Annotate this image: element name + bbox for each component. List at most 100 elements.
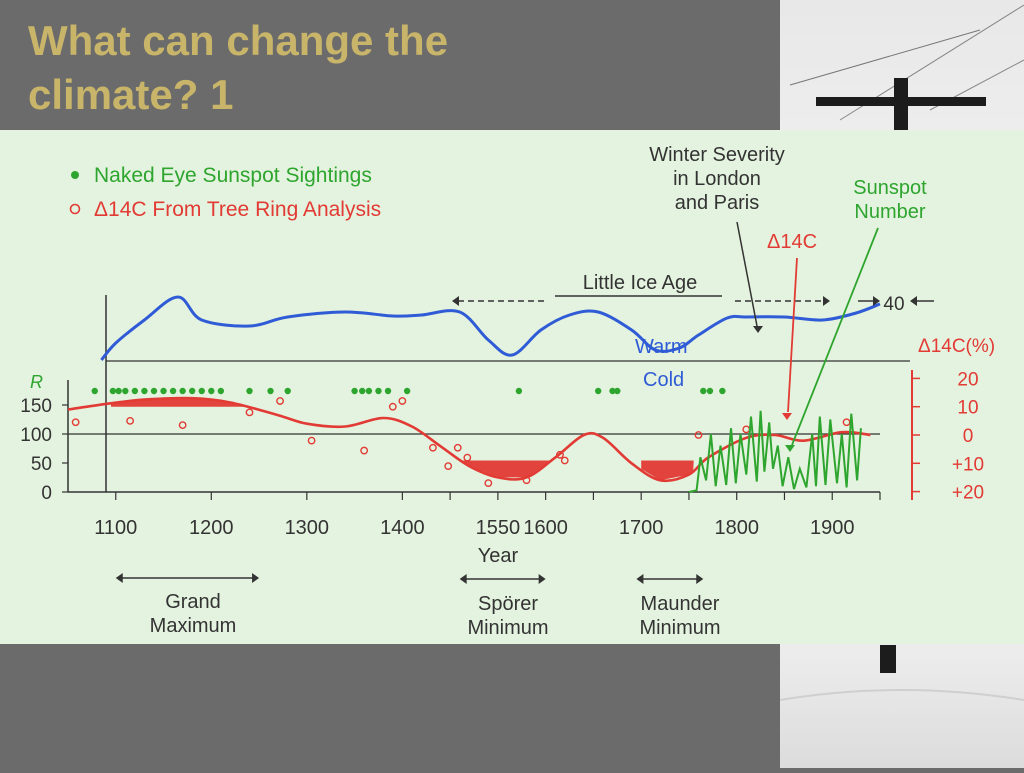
sunspot-sighting-dot [169,387,177,395]
c14-point [560,456,569,465]
x-tick-label: 1700 [619,517,664,539]
winter-line1: Winter Severity [649,144,785,166]
grand-maximum-line1: Grand [165,591,221,613]
right-tick-label: +20 [952,483,984,504]
sunspot-sighting-dot [179,387,186,395]
sunspot-sighting-dot [109,387,117,395]
winter-line2: in London [673,168,761,190]
sunspot-sighting-dot [614,387,621,395]
c14-point [276,397,284,405]
little-ice-age-arrowhead-right [823,296,830,306]
x-tick-label: 1550 [476,517,521,539]
winter-pointer [736,221,758,327]
forty-arrowhead-right [910,296,917,306]
c14-point [429,443,437,452]
right-axis-label: Δ14C(%) [918,336,995,357]
sunspot-sighting-dot [284,387,291,395]
sunspot-sighting-dot [267,387,274,395]
x-tick-label: 1100 [94,517,137,539]
c14-annotation: Δ14C [767,231,817,253]
sunspot-sighting-dot [122,387,129,395]
grand-maximum-line2: Maximum [150,615,237,637]
sporer-minimum-fill [459,460,556,478]
solar-climate-chart: 1100 1200 1300 1400 1550 1600 1700 1800 1900 150 1… [20,144,995,639]
sunspot-number-pointer-head [785,445,795,452]
x-tick-label: 1600 [523,517,568,539]
period-maunder-minimum: Maunder Minimum [639,593,720,639]
c14-point [126,416,134,425]
c14-point [71,418,80,427]
sunspot-number-line2: Number [854,201,925,223]
slide-title-line2: climate? 1 [28,71,234,118]
x-tick-label: 1300 [285,517,330,539]
slide-title: What can change the climate? 1 [28,14,768,122]
c14-point [556,450,564,459]
period-range-head-left [459,574,467,584]
c14-line [67,396,871,483]
right-tick-label: +10 [952,454,984,475]
sunspot-sighting-dot [91,387,98,395]
maunder-line1: Maunder [641,593,720,615]
annotation-layer [115,221,934,584]
period-range-head-left [115,573,123,583]
period-range-head-left [636,574,644,584]
utility-pole-image [779,4,1024,701]
left-tick-label: 50 [31,454,52,475]
chart-panel: 1100 1200 1300 1400 1550 1600 1700 1800 1900 150 1… [0,130,1024,644]
left-tick-label: 150 [20,396,52,417]
sporer-line2: Minimum [467,617,548,639]
x-tick-label: 1400 [380,517,425,539]
legend-sighting-marker [71,171,79,179]
sunspot-sighting-dot [706,387,714,395]
right-tick-label: 10 [957,398,978,419]
c14-point [444,462,453,471]
c14-point [388,402,397,411]
axes-layer: 1100 1200 1300 1400 1550 1600 1700 1800 1900 150 1… [20,295,984,539]
cold-label: Cold [643,369,684,391]
little-ice-age-arrowhead-left [452,296,459,306]
sunspot-sighting-dot [719,387,726,395]
sunspot-sighting-dot [403,387,411,395]
sunspot-sighting-dot [351,387,358,395]
sporer-line1: Spörer [478,593,538,615]
sunspot-sighting-dot [365,387,373,395]
maunder-minimum-fill [641,460,694,481]
period-sporer-minimum: Spörer Minimum [467,593,548,639]
c14-point [245,408,254,417]
sunspot-number-pointer [791,227,879,446]
x-tick-label: 1800 [714,517,759,539]
right-tick-label: 20 [957,369,978,390]
c14-point [484,479,493,488]
c14-point [742,425,751,434]
sunspot-sighting-dot [359,387,366,395]
legend-c14-marker [69,203,81,215]
c14-pointer [787,257,798,413]
warm-label: Warm [635,336,688,358]
x-tick-label: 1200 [189,517,234,539]
left-tick-label: 0 [41,483,52,504]
sunspot-sighting-dot [160,387,167,395]
sunspot-sighting-dot [700,387,707,395]
c14-point [694,431,703,439]
c14-point [522,476,531,485]
sunspot-sighting-dot [208,387,215,395]
slide-title-line1: What can change the [28,17,449,64]
c14-layer [67,396,871,488]
period-range-head-right [538,574,546,584]
c14-point [842,418,851,427]
period-range-head-right [696,574,704,584]
sunspot-sighting-dot [115,387,122,395]
period-grand-maximum: Grand Maximum [150,591,237,637]
sunspot-sighting-dot [141,387,148,395]
c14-point [360,446,369,455]
sunspot-sighting-dot [594,387,602,395]
legend-sunspot-sightings: Naked Eye Sunspot Sightings [94,164,372,187]
sunspot-sighting-dot [246,387,253,395]
winter-severity-annotation: Winter Severity in London and Paris [649,144,785,214]
sunspot-sighting-dot [609,387,616,395]
c14-point [178,421,187,429]
x-tick-label: 1900 [810,517,855,539]
period-range-head-right [252,573,260,583]
x-axis-label: Year [478,545,519,567]
forty-label: 40 [883,294,904,315]
